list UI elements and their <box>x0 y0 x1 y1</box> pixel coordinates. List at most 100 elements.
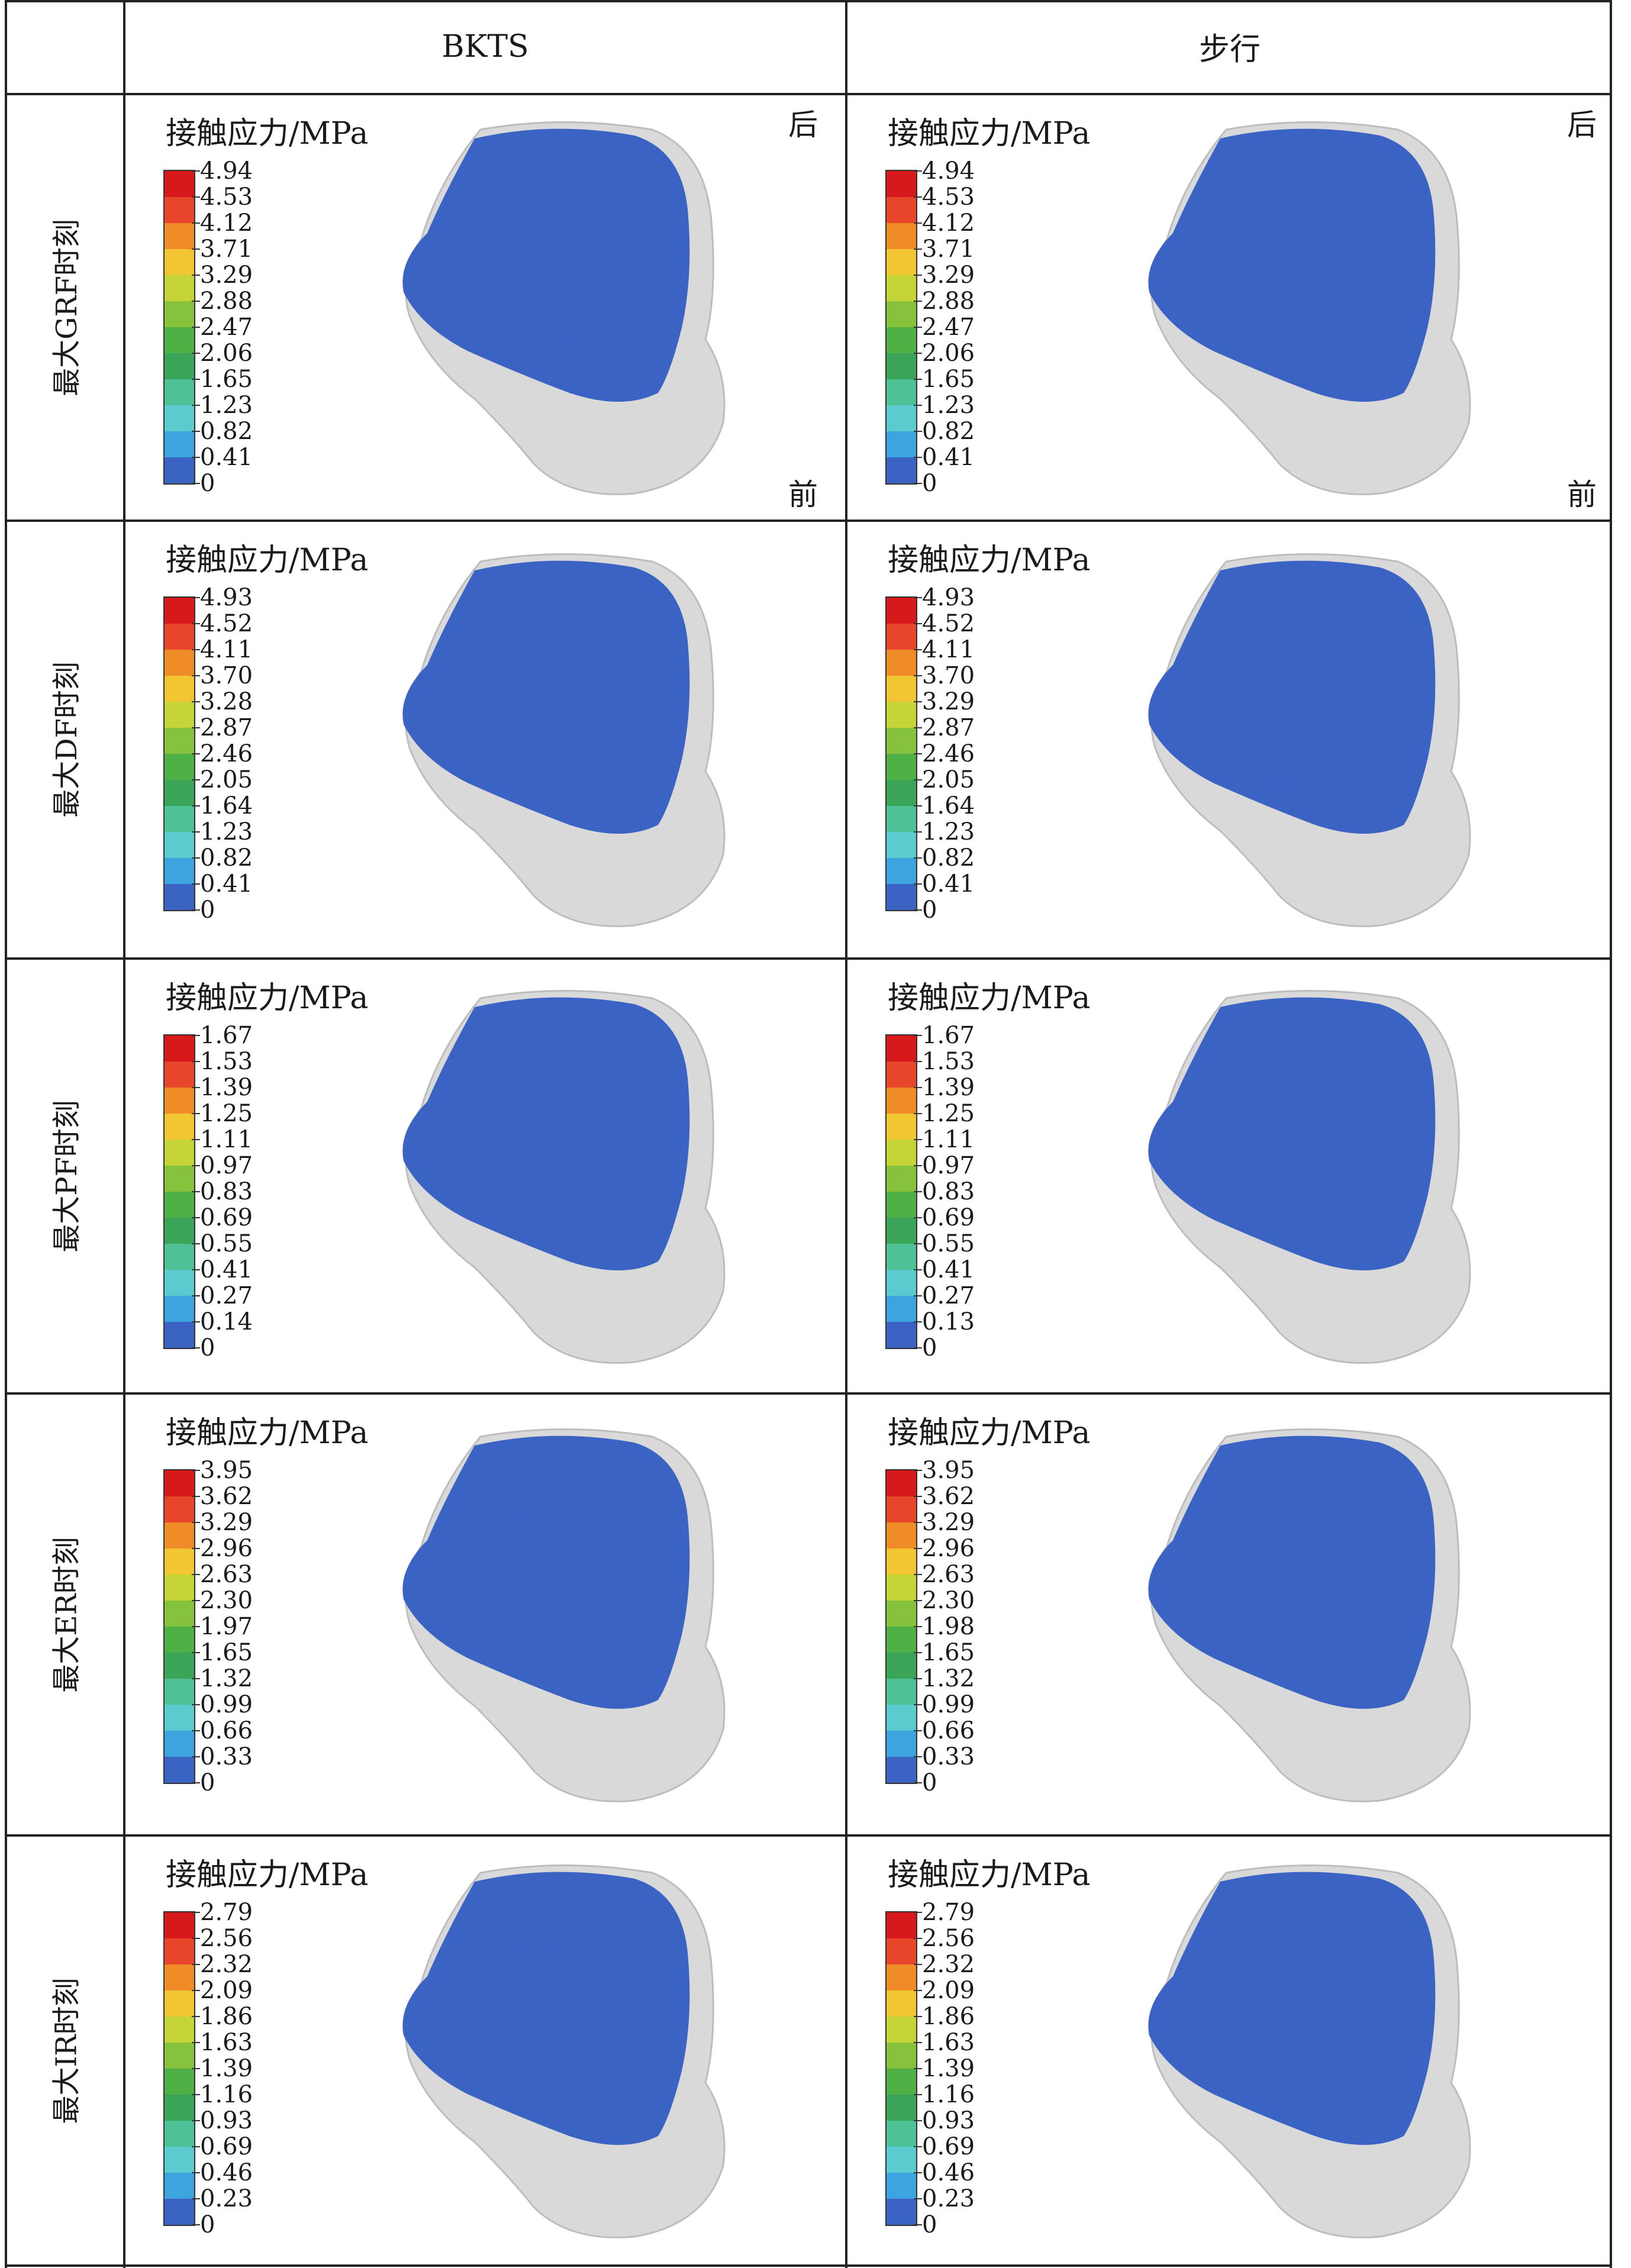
legend-tick <box>914 1113 922 1114</box>
color-bar-segment <box>887 1270 916 1296</box>
legend-tick-label: 0.33 <box>922 1743 975 1770</box>
color-bar-segment <box>165 2199 194 2225</box>
legend-tick-label: 0.69 <box>922 1204 975 1231</box>
color-bar-segment <box>887 2147 916 2173</box>
color-bar <box>163 170 195 485</box>
color-bar-segment <box>165 327 194 353</box>
legend-title: 接触应力/MPa <box>888 543 1091 578</box>
color-bar-segment <box>887 1035 916 1062</box>
legend-tick <box>192 623 200 624</box>
legend-tick <box>914 1217 922 1218</box>
legend-tick <box>192 2172 200 2173</box>
color-bar-segment <box>887 624 916 650</box>
legend-tick-label: 1.11 <box>922 1126 975 1153</box>
legend-tick <box>192 1600 200 1601</box>
legend-tick <box>192 1087 200 1088</box>
color-bar-segment <box>165 1496 194 1522</box>
legend-tick <box>192 222 200 224</box>
color-bar-segment <box>165 1990 194 2017</box>
color-bar-segment <box>165 379 194 405</box>
legend-tick-label: 1.64 <box>200 792 253 820</box>
legend-tick <box>914 2120 922 2121</box>
color-bar-segment <box>887 275 916 301</box>
legend-tick-label: 1.39 <box>200 1074 253 1101</box>
color-bar-segment <box>887 1757 916 1783</box>
color-bar-segment <box>165 676 194 702</box>
contact-pressure-map <box>1148 1428 1471 1802</box>
legend-tick <box>192 1964 200 1965</box>
legend-tick <box>192 1191 200 1192</box>
pressure-contour-band <box>1179 1520 1409 1657</box>
legend-tick <box>192 2224 200 2225</box>
contour-panel-walk: 接触应力/MPa 4.93 4.52 4.11 3.70 3.29 2.87 2.46 2.05… <box>847 522 1610 957</box>
legend-tick-label: 1.53 <box>922 1048 975 1075</box>
contour-panel-walk: 接触应力/MPa 2.79 2.56 2.32 2.09 1.86 1.63 1.39 1.16… <box>847 1837 1610 2264</box>
legend-tick-label: 2.96 <box>200 1535 253 1562</box>
legend-tick <box>192 327 200 328</box>
legend-tick <box>192 483 200 484</box>
color-bar-segment <box>165 2173 194 2199</box>
color-bar-segment <box>165 2095 194 2121</box>
legend-tick <box>914 1548 922 1549</box>
legend-tick <box>914 275 922 276</box>
color-bar-segment <box>165 1705 194 1731</box>
pressure-contour-band <box>426 1515 672 1662</box>
legend-tick-label: 1.16 <box>922 2081 975 2108</box>
legend-tick <box>914 405 922 406</box>
color-bar-segment <box>165 1296 194 1322</box>
legend-tick <box>914 196 922 198</box>
legend-tick <box>192 2068 200 2069</box>
color-bar-segment <box>887 1296 916 1322</box>
color-bar-segment <box>165 754 194 780</box>
color-bar-segment <box>165 1322 194 1348</box>
legend-tick <box>192 1470 200 1471</box>
color-bar-segment <box>887 806 916 832</box>
pressure-contour-band <box>428 1948 641 2076</box>
pressure-contour-band <box>1158 691 1320 789</box>
legend-tick <box>914 805 922 806</box>
legend-tick <box>914 1756 922 1757</box>
legend-tick-label: 4.94 <box>200 157 253 185</box>
legend-tick-label: 4.11 <box>200 636 253 663</box>
table-border-top <box>5 0 1612 2</box>
row-header-df: 最大DF时刻 <box>50 662 84 818</box>
legend-tick-label: 2.32 <box>922 1951 975 1978</box>
legend-tick-label: 2.63 <box>922 1561 975 1588</box>
pressure-contour-band <box>1272 1990 1383 2059</box>
contour-panel-walk: 接触应力/MPa 1.67 1.53 1.39 1.25 1.11 0.97 0.83 0.69… <box>847 960 1610 1392</box>
row-divider <box>5 957 1612 960</box>
color-bar-segment <box>165 1062 194 1088</box>
legend-tick <box>192 379 200 380</box>
legend-tick <box>192 170 200 172</box>
legend-tick-label: 1.32 <box>200 1665 253 1692</box>
legend-tick-label: 0.97 <box>200 1152 253 1179</box>
legend-tick-label: 0.41 <box>922 870 975 898</box>
color-bar-segment <box>165 1627 194 1653</box>
color-bar <box>885 1469 917 1784</box>
color-bar-segment <box>165 2147 194 2173</box>
contour-panel-walk: 接触应力/MPa 4.94 4.53 4.12 3.71 3.29 2.88 2.47 2.06… <box>847 95 1610 520</box>
color-bar-segment <box>887 1679 916 1705</box>
legend-tick-label: 0.33 <box>200 1743 253 1770</box>
row-header-ir: 最大IR时刻 <box>50 1977 84 2124</box>
legend-tick-label: 0.55 <box>200 1230 253 1257</box>
color-bar-segment <box>165 457 194 483</box>
legend-tick <box>914 301 922 302</box>
legend-tick <box>914 623 922 624</box>
legend-tick-label: 1.63 <box>922 2029 975 2056</box>
legend-tick <box>914 1165 922 1166</box>
color-bar-segment <box>887 1322 916 1348</box>
color-bar-segment <box>165 1218 194 1244</box>
legend-tick-label: 1.39 <box>922 1074 975 1101</box>
legend-tick <box>192 1347 200 1348</box>
contour-panel-bkts: 接触应力/MPa 2.79 2.56 2.32 2.09 1.86 1.63 1.39 1.16… <box>125 1837 845 2264</box>
legend-tick-label: 4.12 <box>200 209 253 237</box>
color-bar-segment <box>887 1964 916 1990</box>
legend-tick-label: 2.05 <box>922 766 975 793</box>
legend-tick <box>914 1600 922 1601</box>
legend-tick-label: 3.71 <box>200 235 253 263</box>
color-bar-segment <box>165 858 194 884</box>
color-bar-segment <box>165 1166 194 1192</box>
legend-tick <box>914 2198 922 2199</box>
legend-tick-label: 1.16 <box>200 2081 253 2108</box>
